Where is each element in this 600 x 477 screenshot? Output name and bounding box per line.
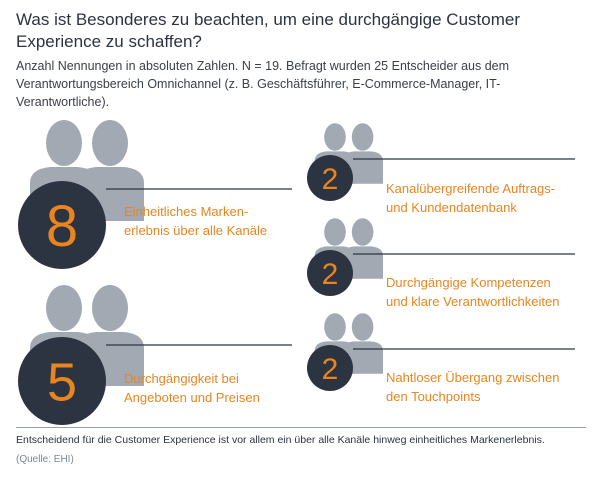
item-label-line: Angeboten und Preisen bbox=[124, 390, 260, 405]
count-value: 5 bbox=[47, 352, 77, 412]
item-label-line: und Kundendatenbank bbox=[386, 200, 517, 215]
item-label: Kanalübergreifende Auftrags-und Kundenda… bbox=[386, 179, 555, 217]
person-head bbox=[324, 313, 346, 341]
pictograph-item: 5 bbox=[18, 285, 292, 425]
footer-divider bbox=[16, 427, 586, 428]
person-head bbox=[46, 285, 82, 331]
person-head bbox=[351, 218, 374, 246]
pictograph-item: 2 bbox=[307, 218, 575, 296]
chart-title: Was ist Besonderes zu beachten, um eine … bbox=[16, 10, 520, 51]
person-head bbox=[46, 120, 82, 166]
item-label-line: erlebnis über alle Kanäle bbox=[124, 223, 268, 238]
item-label: Einheitliches Marken-erlebnis über alle … bbox=[124, 202, 267, 240]
pictograph-item: 8 bbox=[18, 120, 292, 269]
pictograph-item: 2 bbox=[307, 123, 575, 201]
chart-subtitle: Anzahl Nennungen in absoluten Zahlen. N … bbox=[16, 59, 510, 109]
count-value: 2 bbox=[322, 163, 339, 196]
item-label-line: Durchgängige Kompetenzen bbox=[386, 275, 551, 290]
item-label: Durchgängige Kompetenzen und klare Verant… bbox=[386, 273, 559, 311]
item-label: Durchgängigkeit bei Angeboten und Preisen bbox=[124, 369, 260, 407]
count-circle bbox=[18, 337, 106, 425]
item-label-line: Durchgängigkeit bei bbox=[124, 371, 239, 386]
item-label-line: Nahtloser Übergang zwischen bbox=[386, 370, 560, 385]
count-circle bbox=[18, 181, 106, 269]
count-circle bbox=[307, 345, 353, 391]
count-value: 8 bbox=[46, 194, 78, 259]
pictograph-item: 2 bbox=[307, 313, 575, 391]
person-head bbox=[92, 285, 128, 331]
person-head bbox=[324, 218, 346, 246]
item-label-line: Einheitliches Marken- bbox=[124, 204, 249, 219]
person-head bbox=[351, 313, 374, 341]
footer-note: Entscheidend für die Customer Experience… bbox=[16, 434, 545, 446]
source-note: (Quelle: EHI) bbox=[16, 454, 74, 465]
person-head bbox=[92, 120, 128, 166]
person-head bbox=[324, 123, 346, 151]
item-label-line: den Touchpoints bbox=[386, 389, 481, 404]
pictograph: 8 5 2 2 2 bbox=[18, 120, 575, 425]
count-circle bbox=[307, 155, 353, 201]
count-value: 2 bbox=[322, 353, 339, 386]
person-head bbox=[351, 123, 374, 151]
item-label: Nahtloser Übergang zwischen den Touchpoin… bbox=[386, 368, 559, 406]
item-label-line: Kanalübergreifende Auftrags- bbox=[386, 181, 556, 196]
count-value: 2 bbox=[322, 258, 339, 291]
item-label-line: und klare Verantwortlichkeiten bbox=[386, 294, 560, 309]
count-circle bbox=[307, 250, 353, 296]
